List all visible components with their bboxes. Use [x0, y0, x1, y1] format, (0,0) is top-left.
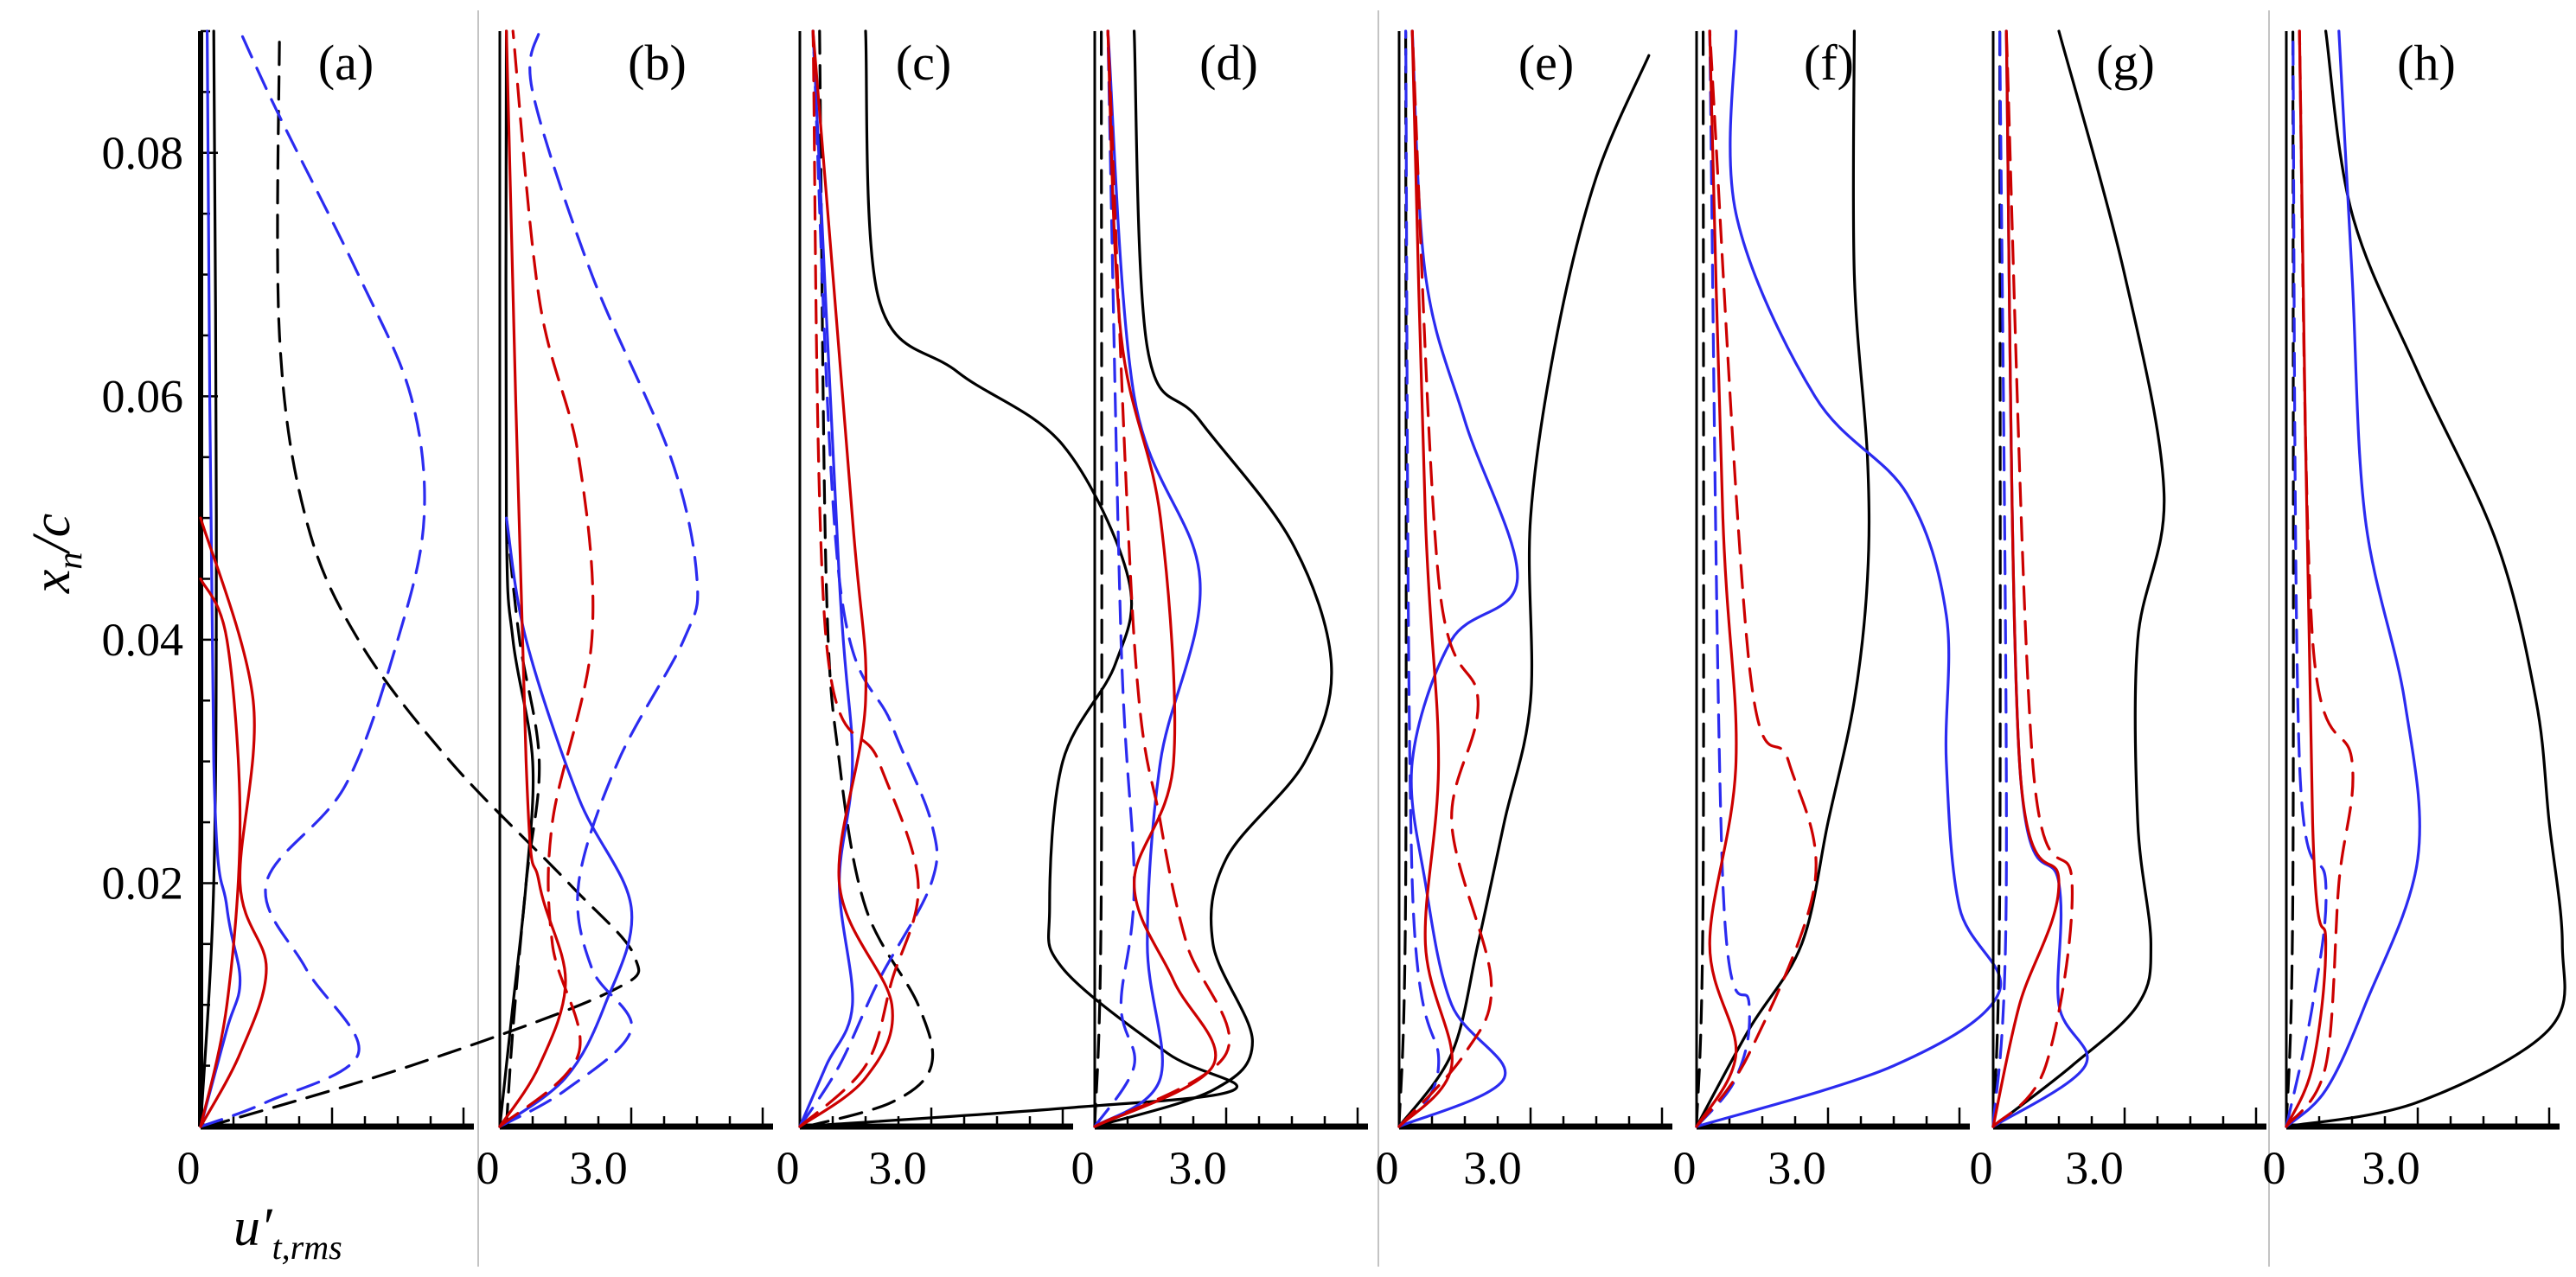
y-tick-label: 0.08	[102, 127, 184, 179]
y-axis: 0.02 0.04 0.06 0.08	[102, 29, 218, 1067]
series-line-red-dashed	[1991, 29, 2074, 1128]
x-tick-label: 0	[1376, 1142, 1399, 1194]
y-title-main: x	[22, 569, 81, 594]
series-line-blue-dashed	[498, 29, 700, 1128]
x-tick-label: 3.0	[2362, 1142, 2420, 1194]
x-title-main: u′	[233, 1198, 273, 1257]
series-line-red-solid	[1397, 29, 1454, 1128]
series-line-blue-dashed	[1991, 29, 2008, 1128]
x-tick-label: 3.0	[1168, 1142, 1227, 1194]
series-line-red-dashed	[1397, 29, 1493, 1128]
series-line-red-solid	[1991, 29, 2061, 1128]
panel-label: (e)	[1518, 35, 1574, 91]
x-tick-label: 0	[1970, 1142, 1993, 1194]
y-title-tail: /c	[22, 514, 81, 555]
x-tick-label: 0	[777, 1142, 800, 1194]
series-line-blue-solid	[199, 29, 242, 1128]
series-line-black-dashed	[1695, 29, 1705, 1128]
y-tick-label: 0.06	[102, 370, 184, 422]
chart-panels: 0 3.0 (a) 0 3.0 (b) 0 3.0 (c) 0 3.0 (d) 0 3.0 (e) 0 3.0 (…	[177, 29, 2566, 1194]
series-line-red-solid	[798, 29, 894, 1128]
series-line-blue-dashed	[199, 29, 426, 1128]
panel-label: (f)	[1804, 35, 1854, 91]
x-tick-label: 3.0	[569, 1142, 628, 1194]
x-tick-label: 0	[1071, 1142, 1095, 1194]
y-axis-title: xn/c	[22, 514, 89, 594]
series-line-red-dashed	[2285, 29, 2355, 1128]
y-tick-label: 0.04	[102, 614, 184, 666]
series-line-black-dashed	[505, 516, 541, 1128]
series-line-red-solid-1	[199, 516, 268, 1128]
series-line-black-solid	[498, 29, 535, 1128]
x-title-subscript: t,rms	[272, 1228, 342, 1267]
series-line-blue-dashed	[1397, 29, 1441, 1128]
series-line-black-solid	[199, 29, 218, 1128]
x-axis-title: u′t,rms	[233, 1198, 342, 1267]
series-line-black-dashed	[805, 29, 935, 1128]
panel-1: 0 3.0 (a)	[177, 29, 641, 1194]
series-line-black-solid	[2285, 29, 2566, 1128]
series-line-blue-solid	[1093, 29, 1202, 1128]
series-line-black-dashed	[206, 29, 641, 1128]
panel-7: 0 3.0 (g)	[1970, 29, 2420, 1194]
panel-label: (b)	[628, 35, 687, 91]
panel-label: (c)	[896, 35, 951, 91]
series-line-blue-solid	[1695, 29, 2003, 1128]
panel-4: 0 3.0 (d)	[1071, 29, 1522, 1194]
series-line-blue-solid	[498, 516, 634, 1128]
x-tick-label: 0	[476, 1142, 500, 1194]
series-line-red-dashed	[1093, 29, 1231, 1128]
series-line-black-solid	[1093, 29, 1333, 1128]
panel-label: (g)	[2096, 35, 2155, 91]
series-line-blue-solid	[2285, 29, 2421, 1128]
x-tick-label: 0	[177, 1142, 201, 1194]
series-line-black-dashed	[1093, 29, 1103, 1128]
panel-2: 0 3.0 (b)	[476, 29, 927, 1194]
series-line-red-solid	[1093, 29, 1218, 1128]
panel-label: (a)	[318, 35, 374, 91]
y-tick-label: 0.02	[102, 857, 184, 909]
series-line-red-dashed	[1695, 29, 1818, 1128]
series-line-red-dashed	[798, 29, 920, 1128]
panel-label: (h)	[2397, 35, 2456, 91]
x-tick-label: 0	[1673, 1142, 1697, 1194]
x-tick-label: 3.0	[868, 1142, 927, 1194]
series-line-black-dashed	[1991, 29, 2002, 1128]
series-line-blue-dashed	[2285, 29, 2328, 1128]
series-line-red-solid	[498, 29, 567, 1128]
series-line-blue-dashed	[798, 29, 939, 1128]
panel-6: 0 3.0 (f)	[1673, 29, 2124, 1194]
series-line-black-solid	[1991, 29, 2166, 1128]
x-tick-label: 3.0	[1463, 1142, 1522, 1194]
series-line-black-solid	[1397, 54, 1651, 1128]
panel-5: 0 3.0 (e)	[1376, 29, 1826, 1194]
x-tick-label: 3.0	[1767, 1142, 1826, 1194]
series-line-red-solid-2	[199, 577, 242, 1128]
x-tick-label: 3.0	[2065, 1142, 2124, 1194]
series-line-blue-solid	[1397, 29, 1519, 1128]
panel-separators	[477, 10, 2270, 1267]
series-line-blue-dashed	[1093, 29, 1137, 1128]
x-tick-label: 0	[2263, 1142, 2286, 1194]
series-line-red-dashed	[498, 29, 595, 1128]
panel-8: 0 3.0 (h)	[2263, 29, 2566, 1194]
series-line-red-solid	[1695, 29, 1738, 1128]
panel-label: (d)	[1199, 35, 1258, 91]
y-title-subscript: n	[50, 552, 89, 570]
series-line-black-solid	[1695, 29, 1871, 1128]
